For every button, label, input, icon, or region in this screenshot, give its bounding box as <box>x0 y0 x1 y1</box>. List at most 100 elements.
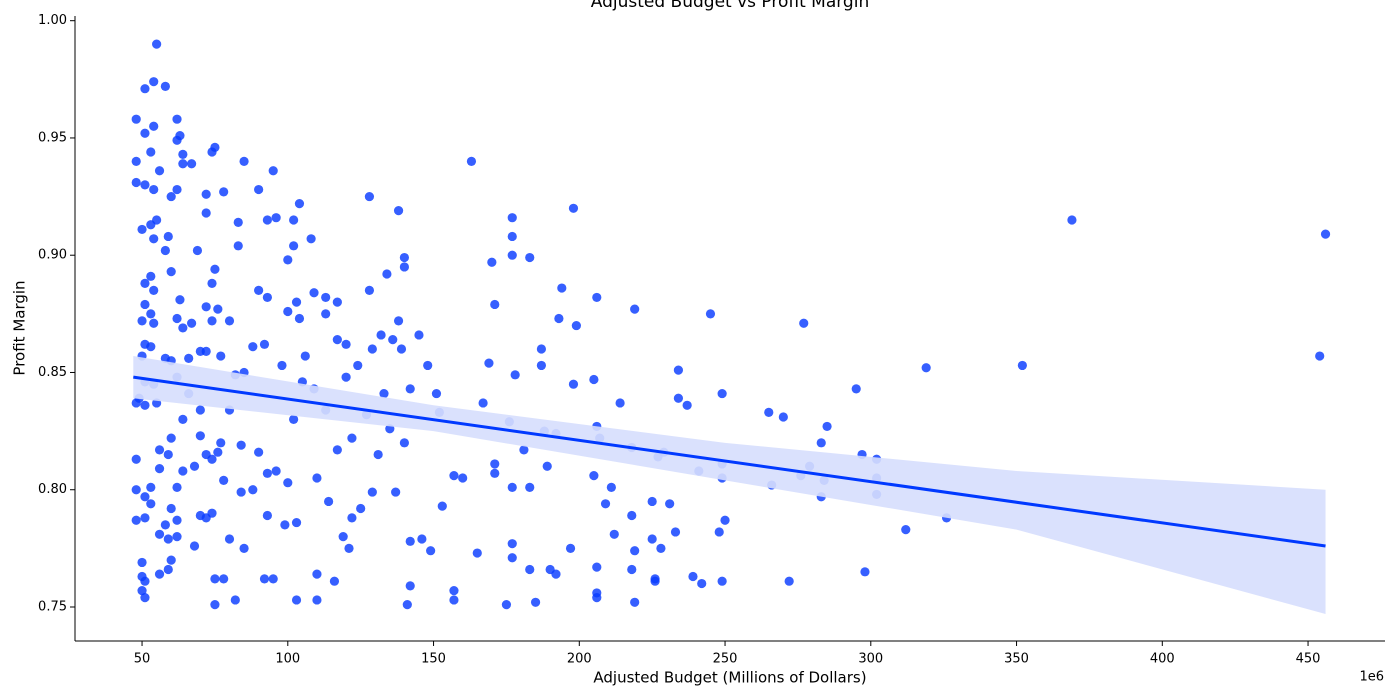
point <box>210 264 220 274</box>
x-tick-label: 450 <box>1296 652 1321 667</box>
point <box>393 206 404 216</box>
point <box>219 187 229 197</box>
point <box>140 593 150 603</box>
point <box>140 180 150 190</box>
point <box>154 464 165 474</box>
point <box>656 543 666 553</box>
point <box>525 252 535 263</box>
point <box>778 412 788 422</box>
point <box>210 574 220 584</box>
point <box>373 449 383 460</box>
point <box>137 316 147 326</box>
point <box>146 271 156 281</box>
point <box>423 360 433 371</box>
point <box>189 541 200 551</box>
point <box>627 510 637 521</box>
point <box>140 128 150 138</box>
point <box>131 515 141 525</box>
point <box>1067 215 1077 225</box>
point <box>166 433 176 443</box>
point <box>262 215 272 225</box>
point <box>399 438 409 448</box>
point <box>195 431 205 441</box>
point <box>289 241 299 251</box>
y-tick-label: 0.85 <box>38 365 67 380</box>
point <box>697 578 707 589</box>
point <box>149 184 159 195</box>
point <box>271 213 281 223</box>
point <box>248 485 258 495</box>
point <box>405 536 415 546</box>
x-tick-label: 150 <box>421 652 446 667</box>
point <box>140 278 150 288</box>
x-tick-label: 350 <box>1004 652 1029 667</box>
regression-line <box>133 375 1326 548</box>
point <box>239 156 249 167</box>
point <box>233 217 243 227</box>
point <box>312 473 322 483</box>
point <box>860 567 870 577</box>
point <box>321 309 331 319</box>
point <box>219 574 229 584</box>
point <box>146 309 156 319</box>
point <box>592 593 602 603</box>
point <box>525 482 535 492</box>
point <box>458 473 468 483</box>
point <box>356 503 366 514</box>
point <box>233 241 243 251</box>
point <box>163 449 173 460</box>
point <box>490 299 500 310</box>
point <box>592 562 602 572</box>
point <box>283 255 293 265</box>
point <box>1315 351 1325 361</box>
point <box>650 576 660 586</box>
point <box>673 365 684 375</box>
point <box>178 414 188 424</box>
point <box>186 159 197 169</box>
point <box>382 269 392 279</box>
point <box>332 297 342 307</box>
point <box>399 252 409 263</box>
point <box>259 574 270 584</box>
point <box>414 330 424 340</box>
point <box>300 351 310 361</box>
point <box>367 487 377 497</box>
point <box>490 459 500 469</box>
point <box>236 440 246 450</box>
point <box>329 576 340 586</box>
point <box>195 405 205 415</box>
point <box>341 339 351 349</box>
point <box>154 569 165 579</box>
point <box>312 595 322 605</box>
y-tick-label: 0.95 <box>38 130 67 145</box>
point <box>717 576 727 586</box>
point <box>175 131 185 141</box>
point <box>484 358 494 368</box>
confidence-band <box>133 356 1326 615</box>
point <box>344 543 354 553</box>
point <box>146 482 156 492</box>
point <box>224 534 235 544</box>
point <box>210 142 220 152</box>
point <box>140 84 150 94</box>
point <box>306 234 316 244</box>
point <box>254 285 264 295</box>
point <box>149 318 159 328</box>
point <box>589 374 599 385</box>
point <box>568 379 579 389</box>
point <box>568 203 579 213</box>
point <box>536 360 546 371</box>
point <box>309 288 319 298</box>
point <box>630 304 640 314</box>
point <box>166 191 176 202</box>
point <box>490 468 500 478</box>
point <box>163 534 173 544</box>
point <box>271 466 281 476</box>
point <box>280 520 290 530</box>
point <box>140 492 150 502</box>
point <box>213 447 223 457</box>
point <box>291 297 302 307</box>
point <box>688 571 698 582</box>
point <box>405 384 415 394</box>
